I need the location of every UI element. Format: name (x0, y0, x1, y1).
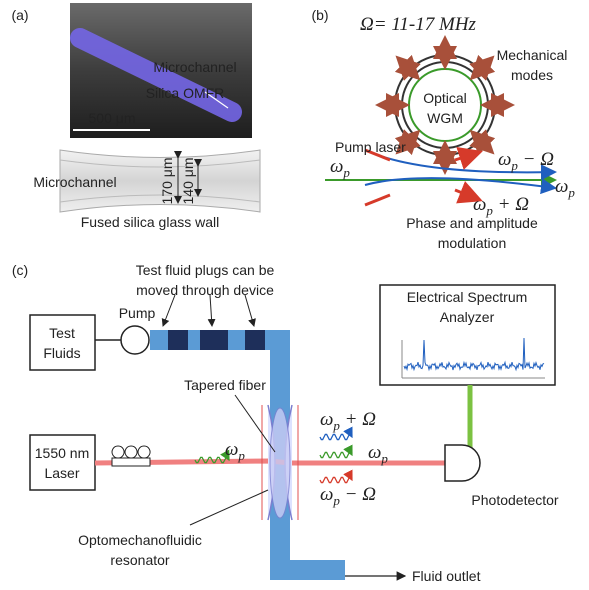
fiber-label: Tapered fiber (184, 377, 266, 393)
subscript: p (380, 451, 388, 466)
mechanical-arrow (469, 55, 495, 81)
fiber-loops (111, 445, 151, 459)
symbol-rest: + Ω (493, 194, 529, 215)
pump (120, 325, 150, 355)
math-label: ωp (330, 156, 350, 180)
microchannel-highlight (70, 28, 242, 122)
fiber-pointer (234, 394, 276, 453)
symbol: ω (555, 176, 568, 197)
symbol: ω (320, 409, 333, 430)
amplitude-arrow (454, 181, 483, 204)
resonator-label: Optomechanofluidic (78, 532, 202, 548)
photodetector-label: Photodetector (471, 492, 559, 508)
fluid-box (29, 314, 96, 371)
panel-label: (a) (11, 7, 28, 23)
modulation-label: modulation (438, 235, 507, 251)
mechanical-arrow (469, 54, 496, 81)
spectrum-trace (403, 337, 545, 372)
modes-label: Mechanical (497, 47, 568, 63)
capillary-inner (59, 159, 261, 203)
wgm-label: Optical (423, 90, 467, 106)
symbol-rest: + Ω (340, 409, 376, 430)
symbol: ω (330, 156, 343, 177)
subscript: p (342, 165, 350, 180)
resonator-label: resonator (110, 552, 169, 568)
plug-pointer (207, 294, 216, 327)
fluids-label: Fluids (43, 345, 80, 361)
dimension-label: 140 μm (180, 158, 196, 205)
photon-wave (319, 469, 353, 484)
channel-label: Microchannel (153, 59, 236, 75)
symbol: ω (498, 149, 511, 170)
laser-box (29, 434, 96, 491)
polarization-controller (111, 457, 151, 467)
symbol: ω (225, 439, 238, 460)
scale-label: 500 μm (89, 110, 136, 126)
amplitude-arrow (454, 146, 483, 170)
dimension-label: 170 μm (159, 158, 175, 205)
subscript: p (332, 418, 340, 433)
analyzer-label: Analyzer (440, 309, 495, 325)
mechanical-arrows (375, 35, 515, 175)
mechanical-arrow (469, 129, 496, 156)
resonator-pointer (189, 489, 269, 526)
panel-label: (c) (12, 262, 28, 278)
subscript: p (237, 448, 245, 463)
photon-wave (319, 426, 353, 441)
symbol-rest: − Ω (340, 484, 376, 505)
plug-pointer (244, 294, 256, 327)
panel-label: (b) (311, 7, 328, 23)
analyzer-box (379, 284, 556, 386)
symbol-rest: − Ω (518, 149, 554, 170)
symbol: ω (368, 442, 381, 463)
subscript: p (567, 185, 575, 200)
pump-laser-label: Pump laser (335, 139, 406, 155)
photon-waves (194, 426, 353, 484)
modulation-label: Phase and amplitude (406, 215, 538, 231)
mechanical-arrow (395, 55, 421, 81)
photodetector (444, 444, 481, 482)
channel-label: Microchannel (33, 174, 116, 190)
subscript: p (332, 493, 340, 508)
subscript: p (485, 203, 493, 218)
math-label: ωp − Ω (498, 149, 554, 173)
wgm-label: WGM (427, 110, 463, 126)
plugs-note: Test fluid plugs can be (136, 262, 275, 278)
subscript: p (510, 158, 518, 173)
symbol: ω (473, 194, 486, 215)
outlet-label: Fluid outlet (412, 568, 481, 584)
frequency-label: Ω= 11-17 MHz (360, 14, 477, 35)
pointer (204, 91, 229, 109)
laser-label: Laser (44, 465, 79, 481)
analyzer-label: Electrical Spectrum (407, 289, 528, 305)
math-label: ωp − Ω (320, 484, 376, 508)
amplitude-arrow (364, 148, 391, 207)
plug-pointer (161, 294, 176, 327)
mechanical-arrow (394, 129, 421, 156)
math-label: ωp (225, 439, 245, 463)
modes-label: modes (511, 67, 553, 83)
mechanical-arrow (469, 129, 495, 155)
photon-wave (194, 449, 230, 464)
resonator (269, 407, 291, 519)
pump-label: Pump (119, 305, 156, 321)
plugs-note: moved through device (136, 282, 274, 298)
math-label: ωp + Ω (473, 194, 529, 218)
math-label: ωp + Ω (320, 409, 376, 433)
photon-wave (319, 444, 353, 459)
math-label: ωp (368, 442, 388, 466)
fluids-label: Test (49, 325, 75, 341)
symbol: ω (320, 484, 333, 505)
math-label: ωp (555, 176, 575, 200)
omfr-label: Silica OMFR (146, 85, 225, 101)
sideband-beam (364, 177, 557, 195)
wall-label: Fused silica glass wall (81, 214, 220, 230)
mechanical-arrow (394, 54, 421, 81)
laser-label: 1550 nm (35, 445, 89, 461)
